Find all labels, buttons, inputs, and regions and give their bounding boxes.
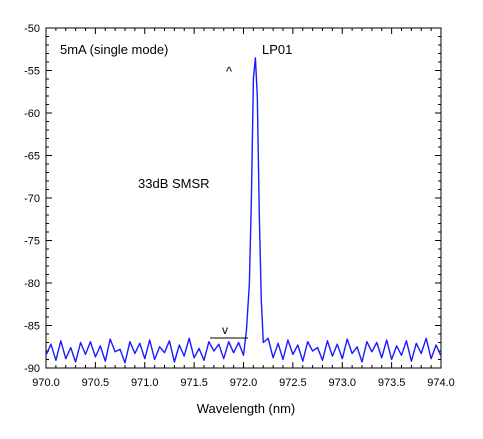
x-tick-label: 971.0 [131, 377, 159, 389]
smsr-annotation: 33dB SMSR [138, 176, 210, 191]
up-marker: ^ [226, 64, 233, 79]
y-tick-label: -60 [24, 108, 40, 120]
x-tick-label: 970.0 [32, 377, 60, 389]
y-tick-label: -65 [24, 151, 40, 163]
x-axis-label: Wavelength (nm) [197, 401, 296, 416]
y-tick-label: -90 [24, 363, 40, 375]
y-tick-label: -50 [24, 23, 40, 35]
condition-annotation: 5mA (single mode) [60, 42, 168, 57]
x-tick-label: 970.5 [82, 377, 110, 389]
y-tick-label: -85 [24, 321, 40, 333]
x-tick-label: 973.0 [328, 377, 356, 389]
peak-label-annotation: LP01 [262, 42, 292, 57]
x-tick-label: 974.0 [427, 377, 455, 389]
x-tick-label: 972.0 [230, 377, 258, 389]
spectrum-series-line [45, 57, 442, 364]
y-tick-label: -80 [24, 278, 40, 290]
x-tick-label: 972.5 [279, 377, 307, 389]
x-tick-label: 973.5 [378, 377, 406, 389]
y-tick-label: -75 [24, 236, 40, 248]
x-tick-label: 971.5 [180, 377, 208, 389]
down-marker: v [222, 323, 228, 337]
y-tick-label: -55 [24, 66, 40, 78]
plot-frame [45, 27, 442, 369]
y-tick-label: -70 [24, 193, 40, 205]
